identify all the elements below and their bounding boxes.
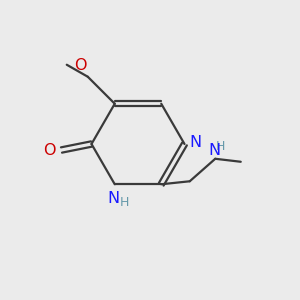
Text: O: O [74,58,86,73]
Text: N: N [189,135,201,150]
Text: H: H [216,140,225,153]
Text: N: N [208,143,221,158]
Text: H: H [120,196,130,209]
Text: N: N [107,191,119,206]
Text: O: O [44,143,56,158]
